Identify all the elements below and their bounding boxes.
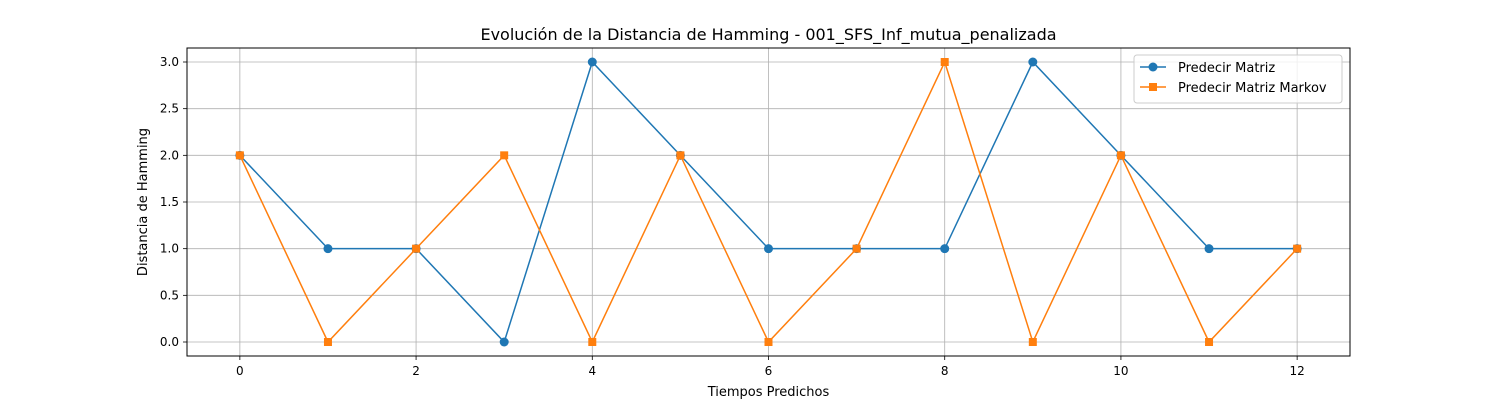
series-layer (235, 57, 1302, 347)
y-tick-label: 1.5 (160, 195, 179, 209)
data-point (587, 57, 597, 67)
legend-box (1133, 54, 1343, 104)
data-point (1205, 338, 1214, 346)
y-tick-label: 1.0 (160, 242, 179, 256)
x-axis-label: Tiempos Predichos (707, 385, 830, 400)
x-tick-label: 10 (1113, 364, 1128, 378)
y-tick-label: 0.5 (160, 288, 179, 302)
data-point (1204, 244, 1214, 254)
data-point (235, 151, 244, 160)
x-tick-label: 8 (941, 364, 949, 378)
y-tick-label: 0.0 (160, 335, 179, 349)
series-predecir-matriz-markov (235, 58, 1302, 346)
data-point (940, 244, 950, 254)
data-point (323, 338, 332, 346)
x-tick-label: 6 (765, 364, 773, 378)
legend-marker-square (1149, 83, 1157, 91)
x-axis-ticks: 0 2 4 6 8 10 12 (236, 356, 1305, 378)
data-point (499, 337, 509, 347)
x-tick-label: 12 (1289, 364, 1304, 378)
y-tick-label: 2.0 (160, 148, 179, 162)
legend-label-predecir-matriz-markov: Predecir Matriz Markov (1178, 81, 1327, 96)
data-point (764, 338, 773, 346)
y-tick-label: 2.5 (160, 102, 179, 116)
data-point (676, 151, 685, 160)
data-point (852, 244, 861, 253)
data-point (500, 151, 509, 160)
data-point (1116, 151, 1125, 160)
y-axis-label: Distancia de Hamming (136, 128, 151, 276)
data-point (1028, 338, 1037, 346)
data-point (1293, 244, 1302, 253)
x-tick-label: 0 (236, 364, 244, 378)
x-tick-label: 2 (412, 364, 420, 378)
chart-title: Evolución de la Distancia de Hamming - 0… (480, 25, 1056, 45)
legend-marker-circle (1148, 62, 1158, 72)
data-point (940, 58, 949, 66)
data-point (1028, 57, 1038, 67)
legend: Predecir Matriz Predecir Matriz Markov (1133, 54, 1343, 104)
data-point (412, 244, 421, 253)
data-point (588, 338, 597, 346)
x-tick-label: 4 (588, 364, 596, 378)
data-point (764, 244, 773, 254)
y-axis-ticks: 0.0 0.5 1.0 1.5 2.0 2.5 3.0 (160, 55, 187, 349)
y-tick-label: 3.0 (160, 55, 179, 69)
data-point (323, 244, 333, 254)
legend-label-predecir-matriz: Predecir Matriz (1178, 61, 1275, 76)
